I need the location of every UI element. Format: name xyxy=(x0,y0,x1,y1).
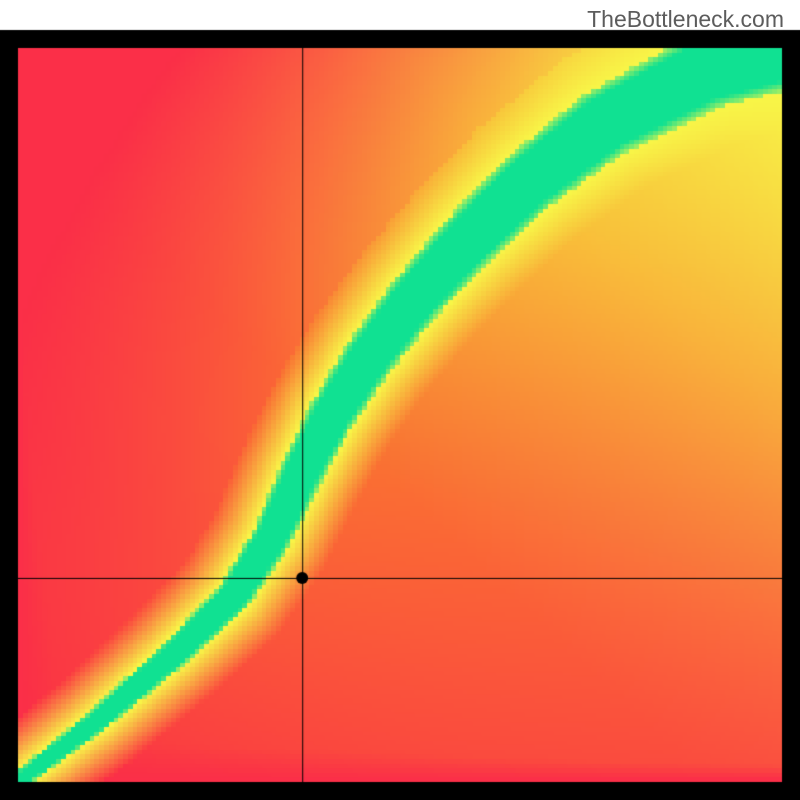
heatmap-canvas xyxy=(0,0,800,800)
watermark-text: TheBottleneck.com xyxy=(587,6,784,33)
chart-container: TheBottleneck.com xyxy=(0,0,800,800)
